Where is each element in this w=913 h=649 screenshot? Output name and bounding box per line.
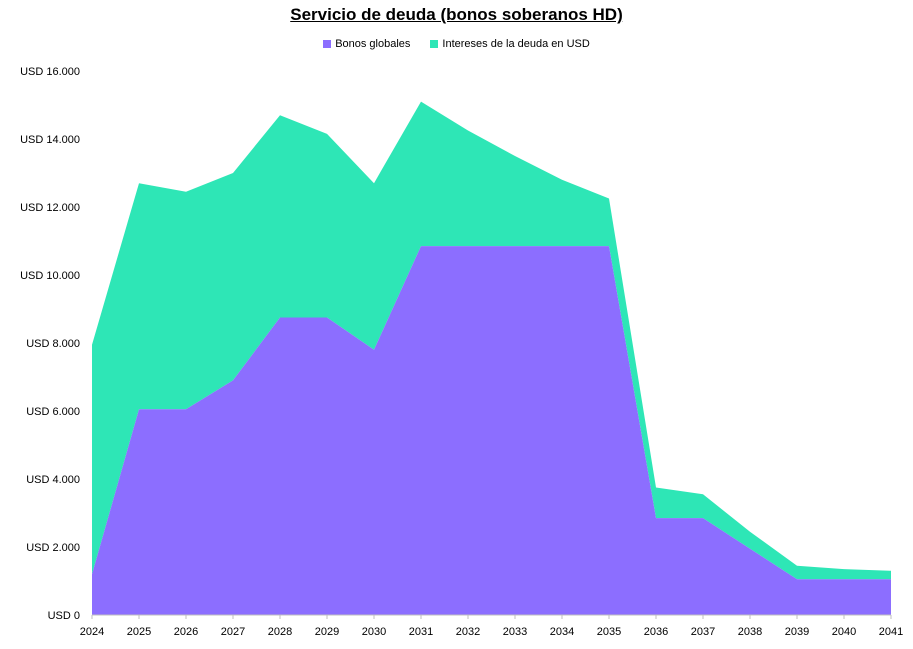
x-tick-label: 2036 (644, 626, 668, 638)
y-tick-label: USD 10.000 (20, 270, 80, 282)
y-tick-label: USD 4.000 (26, 474, 80, 486)
x-tick-label: 2024 (80, 626, 104, 638)
y-tick-label: USD 2.000 (26, 542, 80, 554)
x-tick-label: 2037 (691, 626, 715, 638)
x-tick-label: 2028 (268, 626, 292, 638)
x-tick-label: 2027 (221, 626, 245, 638)
legend-item-intereses: Intereses de la deuda en USD (430, 38, 590, 50)
x-tick-label: 2031 (409, 626, 433, 638)
legend: Bonos globales Intereses de la deuda en … (0, 38, 913, 50)
x-tick-label: 2026 (174, 626, 198, 638)
y-tick-label: USD 8.000 (26, 338, 80, 350)
y-tick-label: USD 14.000 (20, 134, 80, 146)
x-tick-label: 2032 (456, 626, 480, 638)
legend-label-intereses: Intereses de la deuda en USD (442, 38, 590, 50)
x-tick-label: 2033 (503, 626, 527, 638)
x-tick-label: 2038 (738, 626, 762, 638)
chart-title: Servicio de deuda (bonos soberanos HD) (290, 5, 623, 24)
x-tick-label: 2040 (832, 626, 856, 638)
x-tick-label: 2034 (550, 626, 574, 638)
y-tick-label: USD 6.000 (26, 406, 80, 418)
legend-item-bonos: Bonos globales (323, 38, 410, 50)
legend-label-bonos: Bonos globales (335, 38, 411, 50)
area-intereses (92, 101, 891, 580)
y-tick-label: USD 16.000 (20, 66, 80, 78)
area-bonos-globales (92, 246, 891, 615)
x-tick-label: 2035 (597, 626, 621, 638)
y-tick-label: USD 12.000 (20, 202, 80, 214)
y-tick-label: USD 0 (48, 610, 80, 622)
legend-swatch-intereses (430, 40, 439, 48)
x-tick-label: 2030 (362, 626, 386, 638)
x-tick-label: 2025 (127, 626, 151, 638)
legend-swatch-bonos (323, 40, 332, 48)
x-tick-label: 2041 (879, 626, 903, 638)
x-tick-label: 2039 (785, 626, 809, 638)
x-tick-label: 2029 (315, 626, 339, 638)
